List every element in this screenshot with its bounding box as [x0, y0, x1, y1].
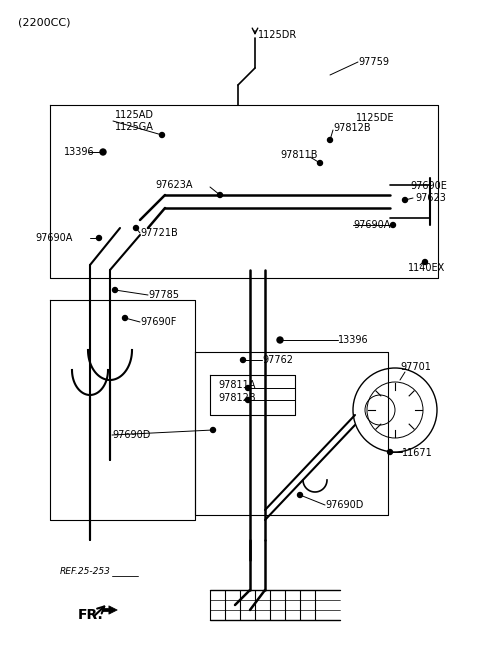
Text: 97812B: 97812B — [333, 123, 371, 133]
Text: 13396: 13396 — [338, 335, 369, 345]
Text: 1140EX: 1140EX — [408, 263, 445, 273]
Text: 97623: 97623 — [415, 193, 446, 203]
Circle shape — [100, 149, 106, 155]
Text: 1125DE: 1125DE — [356, 113, 395, 123]
Text: FR.: FR. — [78, 608, 104, 622]
Text: 97623A: 97623A — [155, 180, 192, 190]
Text: 97690F: 97690F — [140, 317, 176, 327]
Text: 97690E: 97690E — [410, 181, 447, 191]
Circle shape — [327, 138, 333, 142]
Text: 13396: 13396 — [64, 147, 95, 157]
Circle shape — [317, 160, 323, 166]
Text: (2200CC): (2200CC) — [18, 17, 71, 27]
Circle shape — [391, 223, 396, 227]
Text: 97762: 97762 — [262, 355, 293, 365]
Text: 97759: 97759 — [358, 57, 389, 67]
Text: 1125GA: 1125GA — [115, 122, 154, 132]
Circle shape — [298, 493, 302, 497]
Circle shape — [211, 428, 216, 432]
Circle shape — [422, 259, 428, 265]
Circle shape — [277, 337, 283, 343]
Circle shape — [240, 358, 245, 362]
Circle shape — [245, 398, 251, 402]
Text: 97811A: 97811A — [218, 380, 255, 390]
Text: 97701: 97701 — [400, 362, 431, 372]
Circle shape — [96, 235, 101, 241]
Circle shape — [403, 198, 408, 203]
Circle shape — [133, 225, 139, 231]
Text: 97690A: 97690A — [35, 233, 72, 243]
Text: 97690D: 97690D — [325, 500, 363, 510]
Circle shape — [217, 192, 223, 198]
Text: 1125AD: 1125AD — [115, 110, 154, 120]
Text: 1125DR: 1125DR — [258, 30, 297, 40]
Text: 97812B: 97812B — [218, 393, 256, 403]
Text: 97690A: 97690A — [353, 220, 390, 230]
Circle shape — [122, 315, 128, 321]
Circle shape — [387, 450, 393, 454]
Circle shape — [245, 386, 251, 390]
Circle shape — [159, 132, 165, 138]
Circle shape — [112, 287, 118, 293]
Text: 11671: 11671 — [402, 448, 433, 458]
Text: 97811B: 97811B — [280, 150, 317, 160]
Text: 97785: 97785 — [148, 290, 179, 300]
Text: REF.25-253: REF.25-253 — [60, 567, 111, 577]
Text: 97721B: 97721B — [140, 228, 178, 238]
Text: 97690D: 97690D — [112, 430, 150, 440]
